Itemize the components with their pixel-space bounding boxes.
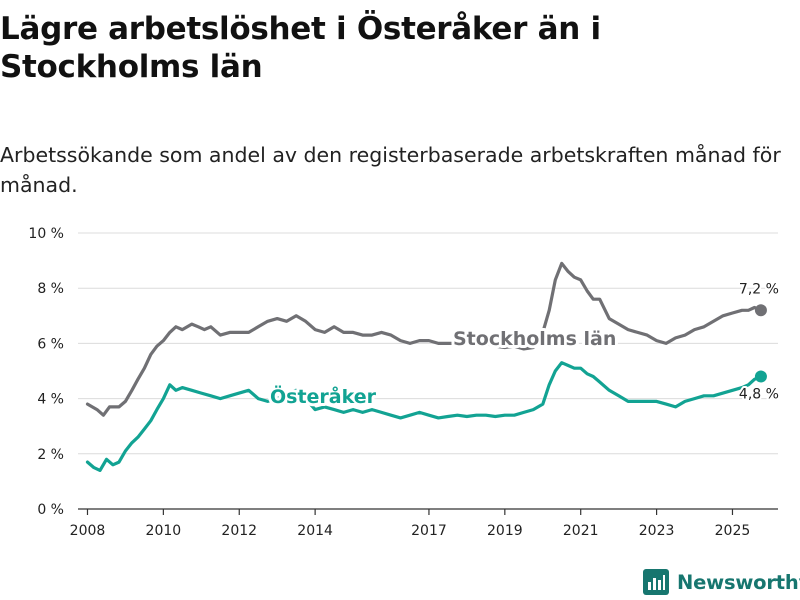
series-line-osteraker — [85, 361, 763, 472]
y-tick-label: 4 % — [37, 392, 64, 408]
end-value-label: 4,8 % — [739, 387, 779, 403]
x-tick-label: 2014 — [297, 523, 333, 539]
series-endpoint — [754, 304, 767, 317]
y-tick-label: 0 % — [37, 502, 64, 518]
series-line-stockholm — [85, 261, 763, 417]
axes: 0 % 2 % 4 % 6 % 8 % 10 % 2008 2010 2012 2014 2017 2… — [28, 226, 778, 539]
series-endpoint — [754, 370, 767, 383]
chart-subtitle: Arbetssökande som andel av den registerb… — [0, 143, 781, 197]
y-tick-label: 2 % — [37, 447, 64, 463]
y-tick-label: 6 % — [37, 336, 64, 352]
x-tick-label: 2021 — [563, 523, 599, 539]
x-tick-label: 2023 — [639, 523, 675, 539]
x-tick-label: 2012 — [221, 523, 257, 539]
y-tick-label: 8 % — [37, 281, 64, 297]
x-tick-label: 2019 — [487, 523, 523, 539]
series-label-osteraker: Österåker — [270, 384, 377, 408]
series-labels: Stockholms län Österåker 7,2 % 4,8 % — [267, 279, 781, 411]
chart-title: Lägre arbetslöshet i Österåker än i Stoc… — [0, 11, 601, 85]
series-label-stockholm: Stockholms län — [453, 328, 616, 350]
x-tick-label: 2025 — [715, 523, 751, 539]
newsworthy-logo[interactable]: Newsworthy — [643, 566, 800, 598]
series-lines — [85, 261, 767, 472]
grid-lines — [78, 232, 778, 455]
y-tick-label: 10 % — [28, 226, 64, 242]
brand-name: Newsworthy — [677, 570, 800, 594]
bar-chart-icon — [643, 569, 669, 595]
end-value-label: 7,2 % — [739, 281, 779, 297]
x-tick-label: 2010 — [146, 523, 182, 539]
x-tick-label: 2008 — [70, 523, 106, 539]
x-tick-label: 2017 — [411, 523, 447, 539]
